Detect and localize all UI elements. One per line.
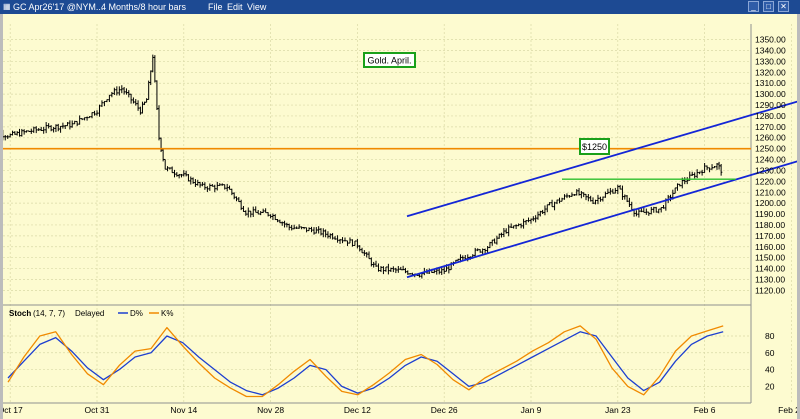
stoch-grid: [3, 335, 751, 387]
chart-period: 4 Months/8 hour bars: [101, 2, 187, 12]
stoch-params: (14, 7, 7): [33, 309, 65, 318]
stoch-lines: [7, 325, 724, 398]
trend-line-channel-upper: [406, 100, 797, 218]
price-tick-label: 1160.00: [755, 242, 785, 252]
price-tick-label: 1210.00: [755, 187, 786, 197]
annotation-1250: $1250: [582, 142, 607, 152]
menu-edit[interactable]: Edit: [227, 2, 243, 12]
stoch-tick-label: 80: [765, 331, 775, 341]
window-title: GC Apr26'17 @NYM...: [13, 2, 104, 12]
price-bars: [3, 54, 723, 279]
price-tick-label: 1350.00: [755, 35, 786, 45]
price-tick-label: 1330.00: [755, 56, 786, 66]
price-tick-label: 1300.00: [755, 89, 786, 99]
price-tick-label: 1120.00: [755, 285, 785, 295]
time-tick-label: Dec 26: [431, 405, 458, 415]
maximize-icon[interactable]: □: [763, 1, 774, 12]
trend-lines: [3, 100, 797, 279]
annotation-gold-april: Gold. April.: [367, 56, 411, 66]
trend-line-channel-lower: [406, 160, 797, 279]
time-tick-label: Feb 20: [778, 405, 797, 415]
stoch-d-line: [7, 331, 724, 396]
stoch-tick-label: 40: [765, 365, 775, 375]
annotation-box-1250: [579, 138, 610, 155]
price-tick-label: 1170.00: [755, 231, 785, 241]
price-tick-label: 1180.00: [755, 220, 785, 230]
price-tick-label: 1250.00: [755, 144, 786, 154]
price-tick-label: 1310.00: [755, 78, 786, 88]
price-grid: [3, 24, 792, 403]
stoch-title: Stoch: [9, 309, 31, 318]
price-tick-label: 1190.00: [755, 209, 785, 219]
price-tick-label: 1240.00: [755, 155, 786, 165]
time-tick-label: Jan 23: [605, 405, 631, 415]
time-tick-label: Jan 9: [521, 405, 542, 415]
legend-d-label: D%: [130, 309, 143, 318]
chart-frame: 1120.00 1130.00 1140.00 1150.00 1160.00 1170.…: [0, 14, 800, 419]
menu-file[interactable]: File: [208, 2, 223, 12]
close-icon[interactable]: ✕: [778, 1, 789, 12]
annotation-box-gold: [363, 52, 416, 68]
time-tick-label: Oct 31: [84, 405, 109, 415]
time-tick-label: Oct 17: [3, 405, 23, 415]
price-tick-label: 1270.00: [755, 122, 786, 132]
minimize-icon[interactable]: _: [748, 1, 759, 12]
price-axis-labels: 1120.001130.001140.001150.001160.001170.…: [755, 35, 786, 296]
price-tick-label: 1340.00: [755, 46, 786, 56]
stoch-axis-labels: 20 40 60 80: [765, 331, 775, 391]
price-tick-label: 1230.00: [755, 165, 786, 175]
price-tick-label: 1290.00: [755, 100, 786, 110]
legend-k-label: K%: [161, 309, 173, 318]
time-tick-label: Feb 6: [694, 405, 716, 415]
time-tick-label: Nov 14: [170, 405, 197, 415]
window-titlebar: ▦ GC Apr26'17 @NYM... 4 Months/8 hour ba…: [0, 0, 800, 14]
stoch-tick-label: 20: [765, 381, 775, 391]
stoch-tick-label: 60: [765, 348, 775, 358]
chart-canvas: 1120.001130.001140.001150.001160.001170.…: [3, 24, 797, 415]
price-tick-label: 1130.00: [755, 274, 785, 284]
app-menu-icon[interactable]: ▦: [3, 2, 11, 11]
time-tick-label: Nov 28: [257, 405, 284, 415]
price-tick-label: 1200.00: [755, 198, 786, 208]
time-axis-labels: Oct 17 Oct 31 Nov 14 Nov 28 Dec 12 Dec 26 Jan …: [3, 405, 797, 415]
stoch-k-line: [7, 325, 724, 398]
price-tick-label: 1320.00: [755, 67, 786, 77]
price-tick-label: 1260.00: [755, 133, 786, 143]
price-tick-label: 1220.00: [755, 176, 786, 186]
stoch-delay: Delayed: [75, 309, 104, 318]
price-tick-label: 1150.00: [755, 253, 785, 263]
price-tick-label: 1280.00: [755, 111, 786, 121]
price-tick-label: 1140.00: [755, 264, 785, 274]
menu-view[interactable]: View: [247, 2, 267, 12]
time-tick-label: Dec 12: [344, 405, 371, 415]
